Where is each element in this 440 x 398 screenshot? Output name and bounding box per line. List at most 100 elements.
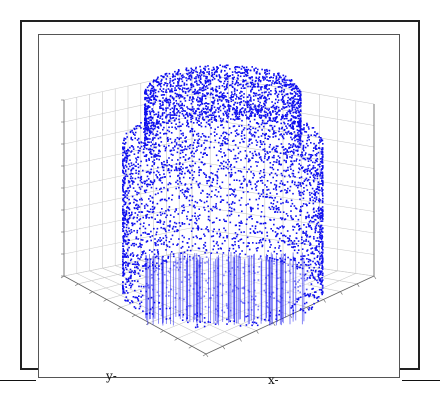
data-point — [160, 239, 163, 241]
data-point — [145, 155, 147, 158]
data-point — [149, 90, 152, 92]
data-point — [295, 86, 297, 88]
data-point — [265, 97, 267, 99]
data-point — [317, 275, 319, 277]
data-point — [276, 151, 278, 153]
data-point — [290, 168, 292, 170]
data-point — [313, 295, 316, 297]
data-point — [175, 167, 177, 169]
data-point — [277, 86, 280, 88]
data-point — [258, 85, 260, 88]
data-point — [181, 96, 184, 98]
data-point — [155, 79, 158, 81]
data-point — [235, 250, 237, 252]
data-point — [269, 219, 272, 221]
data-point — [266, 113, 269, 116]
data-point — [154, 153, 156, 156]
data-point — [307, 254, 310, 256]
data-point — [175, 292, 178, 295]
data-point — [129, 184, 131, 187]
data-point — [291, 246, 293, 248]
data-point — [123, 143, 126, 145]
data-point — [168, 206, 171, 208]
data-point — [292, 83, 294, 85]
data-point — [145, 171, 148, 173]
data-point — [227, 148, 230, 151]
data-point — [278, 90, 281, 93]
data-point — [177, 243, 179, 245]
data-point — [138, 245, 141, 248]
data-point — [165, 99, 168, 102]
data-point — [165, 82, 167, 85]
data-point — [245, 74, 248, 76]
data-point — [229, 75, 231, 77]
data-point — [281, 114, 284, 116]
data-point — [255, 161, 257, 163]
data-point — [198, 117, 200, 120]
data-point — [127, 262, 130, 265]
data-point — [229, 97, 231, 99]
data-point — [129, 259, 132, 262]
data-point — [256, 110, 259, 112]
data-point — [268, 146, 271, 148]
data-point — [290, 216, 293, 219]
data-point — [230, 98, 232, 100]
data-point — [238, 118, 241, 120]
data-point — [314, 170, 317, 172]
data-point — [318, 243, 320, 245]
data-point — [154, 98, 157, 101]
data-point — [210, 297, 212, 299]
data-point — [259, 156, 262, 158]
data-point — [257, 129, 259, 132]
data-point — [193, 90, 195, 93]
data-point — [195, 77, 197, 80]
data-point — [198, 166, 200, 169]
data-point — [321, 268, 324, 270]
data-point — [154, 238, 156, 240]
data-point — [321, 255, 324, 257]
data-point — [129, 282, 132, 285]
data-point — [236, 72, 238, 74]
data-point — [123, 158, 126, 160]
data-point — [316, 172, 318, 174]
data-point — [176, 230, 178, 233]
data-point — [131, 252, 134, 254]
data-point — [146, 210, 149, 212]
data-point — [276, 96, 279, 98]
data-point — [199, 103, 202, 106]
data-point — [297, 184, 299, 187]
data-point — [125, 152, 128, 155]
data-point — [276, 116, 278, 118]
data-point — [248, 158, 250, 160]
tick-mark — [239, 338, 242, 342]
data-point — [187, 158, 190, 160]
data-point — [258, 108, 260, 111]
data-point — [240, 238, 243, 240]
data-point — [178, 144, 180, 146]
data-point — [229, 105, 232, 108]
data-point — [272, 136, 274, 138]
data-point — [150, 125, 152, 127]
data-point — [136, 220, 139, 223]
data-point — [290, 86, 292, 88]
data-point — [169, 82, 171, 84]
data-point — [275, 207, 278, 210]
data-point — [173, 105, 176, 107]
data-point — [157, 81, 160, 84]
data-point — [146, 122, 149, 125]
data-point — [225, 131, 227, 134]
data-point — [256, 86, 259, 88]
data-point — [292, 99, 295, 102]
data-point — [123, 211, 126, 213]
data-point — [145, 96, 147, 99]
data-point — [238, 125, 240, 127]
data-point — [202, 153, 205, 155]
data-point — [255, 139, 257, 142]
data-point — [300, 194, 302, 197]
data-point — [144, 130, 146, 133]
data-point — [297, 87, 300, 90]
data-point — [241, 182, 243, 185]
data-point — [169, 89, 171, 92]
data-point — [149, 211, 151, 213]
data-point — [208, 179, 210, 182]
